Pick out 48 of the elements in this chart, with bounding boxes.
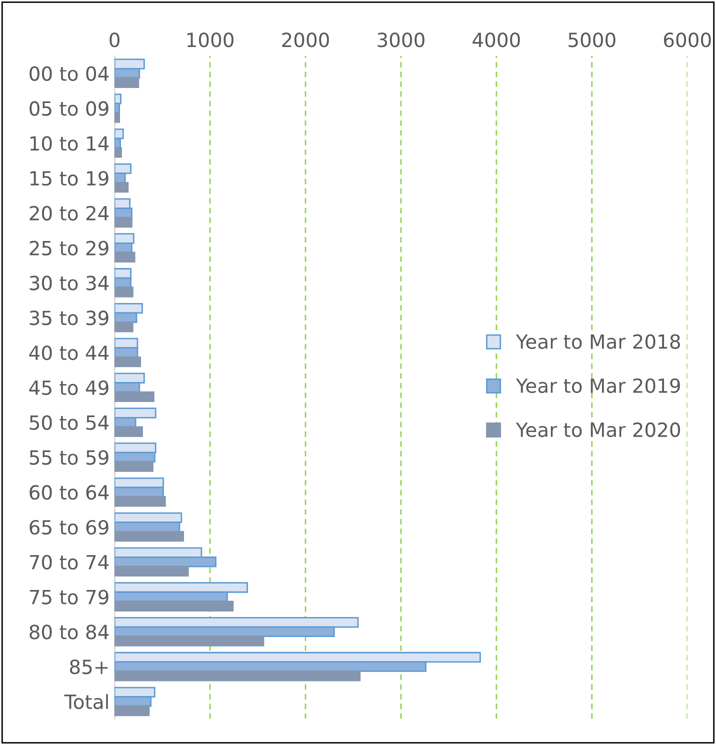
y-tick-label: 55 to 59 xyxy=(30,450,108,465)
bar xyxy=(114,77,140,88)
y-tick-label: 00 to 04 xyxy=(30,66,109,81)
y-tick-label: 05 to 09 xyxy=(30,101,108,116)
legend-label: Year to Mar 2018 xyxy=(516,334,680,349)
bar xyxy=(114,112,120,123)
bar xyxy=(114,566,189,577)
bar xyxy=(114,252,136,262)
y-tick-label: 15 to 19 xyxy=(30,170,108,186)
bar xyxy=(114,600,234,612)
x-tick-label: 2000 xyxy=(282,32,329,48)
bar xyxy=(114,322,134,332)
x-tick-label: 5000 xyxy=(568,32,616,48)
y-tick-label: 30 to 34 xyxy=(30,276,109,290)
y-tick-label: 80 to 84 xyxy=(30,624,109,640)
bar xyxy=(114,182,129,193)
bar xyxy=(114,530,184,542)
y-tick-label: 25 to 29 xyxy=(30,240,108,256)
y-tick-label: 35 to 39 xyxy=(30,310,108,326)
y-tick-label: 40 to 44 xyxy=(29,345,109,360)
x-tick-label: 4000 xyxy=(472,32,520,48)
legend-label: Year to Mar 2019 xyxy=(516,378,680,394)
x-tick-label: 3000 xyxy=(378,32,424,48)
bar xyxy=(114,636,264,646)
legend-label: Year to Mar 2020 xyxy=(516,422,680,438)
y-tick-label: 70 to 74 xyxy=(30,554,109,570)
bar xyxy=(114,705,150,716)
bar xyxy=(114,286,134,298)
y-tick-label: 45 to 49 xyxy=(29,380,108,396)
bar xyxy=(114,496,166,507)
y-tick-label: 10 to 14 xyxy=(30,136,109,151)
y-tick-label: 65 to 69 xyxy=(30,520,108,535)
x-tick-label: 1000 xyxy=(187,32,234,48)
bar xyxy=(114,356,142,368)
y-tick-label: 20 to 24 xyxy=(30,206,109,221)
y-tick-label: 60 to 64 xyxy=(30,485,109,500)
x-tick-label: 0 xyxy=(110,32,120,48)
bar xyxy=(114,670,361,682)
y-tick-label: 50 to 54 xyxy=(30,415,109,430)
y-tick-label: 75 to 79 xyxy=(30,590,108,604)
x-tick-label: 6000 xyxy=(664,32,711,48)
y-tick-label: Total xyxy=(64,694,108,710)
bar xyxy=(114,461,154,472)
y-tick-label: 85+ xyxy=(70,660,108,674)
bar xyxy=(114,391,154,402)
bar xyxy=(114,147,122,158)
bar xyxy=(114,216,132,228)
bar xyxy=(114,426,143,437)
